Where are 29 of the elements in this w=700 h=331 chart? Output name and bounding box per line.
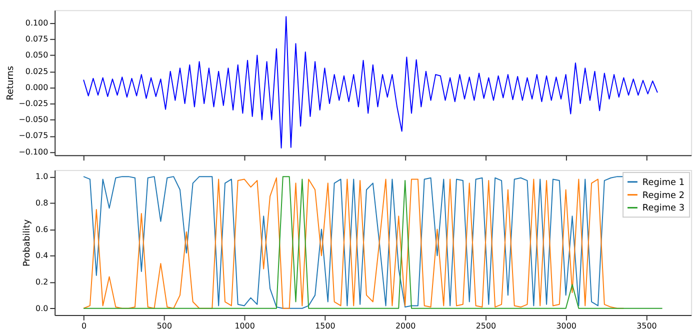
y-tick-label: 0.075	[25, 34, 48, 44]
x-tick-label: 2500	[476, 321, 496, 330]
legend-label: Regime 2	[642, 190, 685, 201]
y-tick-label: 0.0	[36, 304, 48, 313]
y-tick-label: 0.2	[36, 277, 48, 286]
y-tick-label: 0.050	[25, 50, 48, 60]
legend-label: Regime 3	[642, 204, 685, 214]
y-tick-label: −0.075	[18, 131, 48, 140]
y-tick-label: −0.100	[18, 147, 48, 156]
legend-label: Regime 1	[642, 178, 685, 188]
y-tick-label: −0.050	[18, 115, 48, 124]
y-axis-title: Returns	[6, 66, 16, 100]
y-tick-label: 0.4	[36, 251, 48, 260]
x-tick-label: 2000	[395, 321, 416, 330]
y-tick-label: −0.025	[18, 99, 48, 108]
x-tick-label: 3000	[556, 321, 576, 330]
line-series	[83, 16, 658, 149]
y-tick-label: 0.025	[25, 66, 48, 76]
x-tick-label: 1000	[234, 321, 255, 330]
y-tick-label: 1.0	[36, 172, 48, 182]
y-tick-label: 0.000	[25, 82, 48, 92]
y-tick-label: 0.6	[36, 224, 48, 234]
y-tick-label: 0.100	[25, 18, 48, 28]
x-tick-label: 500	[156, 321, 172, 330]
x-tick-label: 0	[82, 321, 87, 330]
y-tick-label: 0.8	[36, 198, 48, 208]
x-tick-label: 3500	[636, 321, 657, 330]
x-tick-label: 1500	[315, 321, 336, 330]
y-axis-title: Probability	[22, 218, 33, 267]
